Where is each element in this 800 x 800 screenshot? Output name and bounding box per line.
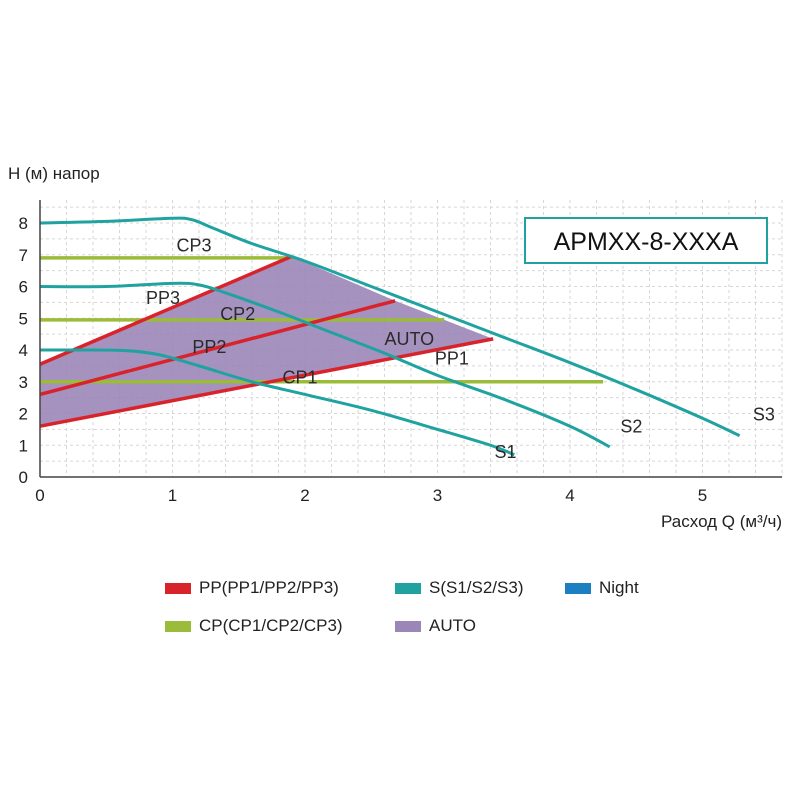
series-line-s2 (39, 281, 611, 449)
legend-label-s: S(S1/S2/S3) (429, 578, 524, 597)
legend-label-pp: PP(PP1/PP2/PP3) (199, 578, 339, 597)
curve-label-cp3: CP3 (176, 236, 211, 256)
x-tick-label: 3 (433, 486, 442, 505)
legend-swatch-night (565, 582, 591, 594)
legend-swatch-auto (395, 620, 421, 632)
series-line-pp1 (39, 337, 494, 428)
legend-item-auto: AUTO (395, 616, 476, 636)
model-label: APMXX-8-XXXA (554, 228, 739, 256)
x-tick-label: 4 (565, 486, 574, 505)
series-lines (39, 216, 741, 457)
legend-swatch-s (395, 582, 421, 594)
legend-swatch-cp (165, 620, 191, 632)
y-tick-label: 5 (19, 309, 28, 328)
auto-area (40, 256, 494, 427)
tick-labels: 0 1 2 3 4 5 0 1 2 3 4 5 6 7 8 (19, 214, 708, 505)
curve-label-cp1: CP1 (282, 367, 317, 387)
y-tick-label: 6 (19, 278, 28, 297)
curve-label-pp1: PP1 (435, 348, 469, 368)
curve-label-cp2: CP2 (220, 304, 255, 324)
y-tick-label: 0 (19, 468, 28, 487)
series-line-pp2 (39, 299, 396, 397)
x-tick-label: 2 (300, 486, 309, 505)
legend-item-pp: PP(PP1/PP2/PP3) (165, 578, 339, 598)
legend: PP(PP1/PP2/PP3) S(S1/S2/S3) Night CP(CP1… (165, 578, 685, 648)
model-label-box: APMXX-8-XXXA (524, 217, 768, 264)
curve-label-s3: S3 (753, 404, 775, 424)
legend-item-night: Night (565, 578, 639, 598)
series-line-s1 (39, 348, 515, 457)
legend-item-s: S(S1/S2/S3) (395, 578, 524, 598)
y-tick-label: 8 (19, 214, 28, 233)
x-tick-label: 0 (35, 486, 44, 505)
curve-label-pp2: PP2 (192, 337, 226, 357)
y-tick-label: 3 (19, 373, 28, 392)
series-line-pp3 (39, 254, 293, 366)
legend-label-night: Night (599, 578, 639, 597)
legend-label-auto: AUTO (429, 616, 476, 635)
x-axis-label: Расход Q (м³/ч) (661, 512, 782, 531)
curve-label-s2: S2 (620, 417, 642, 437)
series-line-s3 (39, 216, 741, 438)
axes (39, 200, 782, 478)
curve-label-s1: S1 (494, 442, 516, 462)
y-tick-label: 1 (19, 436, 28, 455)
y-tick-label: 7 (19, 246, 28, 265)
curve-label-auto: AUTO (385, 329, 435, 349)
curve-label-pp3: PP3 (146, 288, 180, 308)
legend-label-cp: CP(CP1/CP2/CP3) (199, 616, 343, 635)
auto-area-layer (40, 256, 494, 427)
x-tick-label: 1 (168, 486, 177, 505)
y-tick-label: 2 (19, 405, 28, 424)
legend-swatch-pp (165, 582, 191, 594)
x-tick-label: 5 (698, 486, 707, 505)
legend-item-cp: CP(CP1/CP2/CP3) (165, 616, 343, 636)
y-axis-label: H (м) напор (8, 164, 100, 183)
y-tick-label: 4 (19, 341, 28, 360)
